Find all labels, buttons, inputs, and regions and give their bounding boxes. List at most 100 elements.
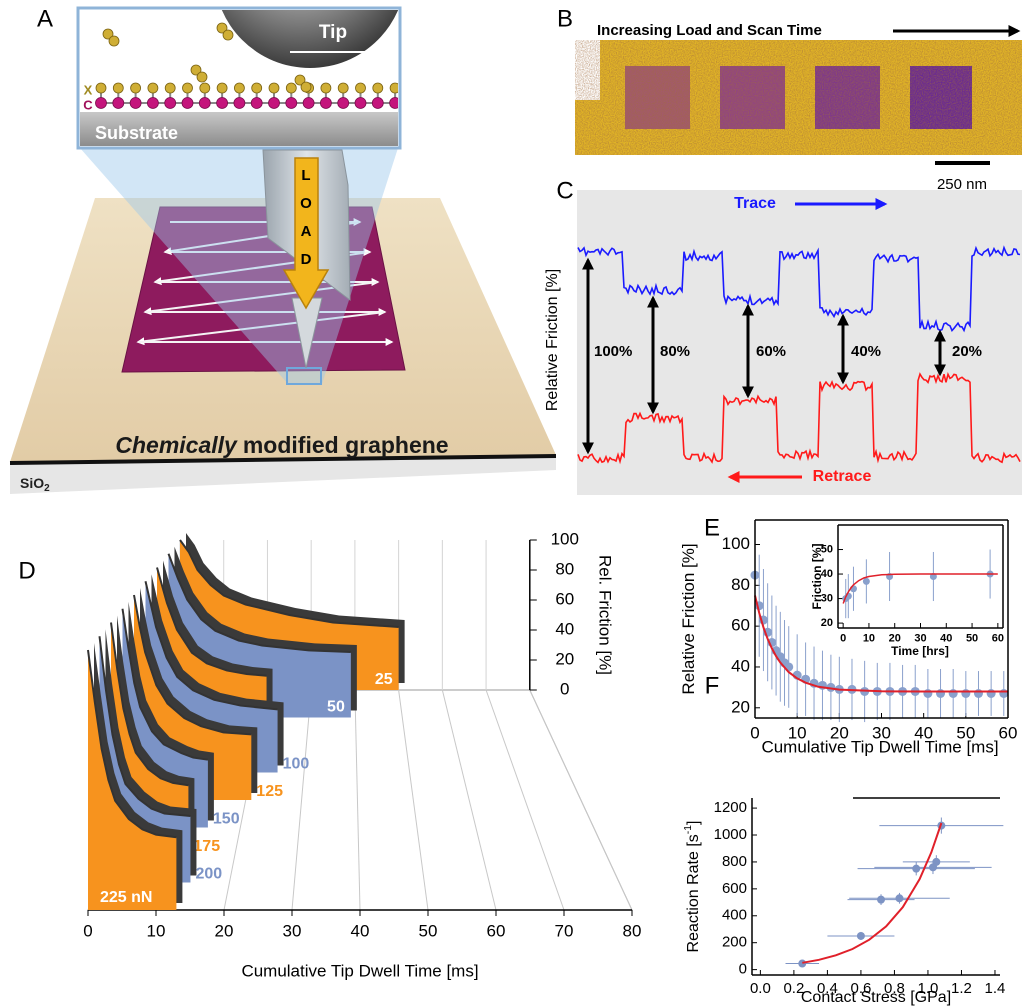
data-point — [912, 864, 921, 873]
difference-arrows — [582, 257, 946, 455]
y-tick-label: 40 — [731, 656, 750, 675]
data-point — [936, 689, 946, 699]
series-label: 225 nN — [100, 889, 152, 906]
panel-label: E — [704, 514, 720, 541]
x-atom — [182, 82, 193, 94]
x-tick-label: 1.4 — [985, 980, 1006, 997]
x-tick-label: 30 — [872, 724, 891, 743]
z-tick-label: 0 — [560, 679, 569, 698]
caption-rest: modified graphene — [243, 432, 449, 458]
y-tick-label: 400 — [722, 907, 747, 924]
difference-label: 20% — [952, 343, 982, 360]
data-point — [973, 689, 983, 699]
ribbon-top — [156, 567, 267, 677]
z-tick-label: 100 — [551, 529, 579, 548]
carbon-atom — [129, 97, 142, 109]
y-tick-label: 1200 — [714, 799, 747, 816]
floor-grid-line — [291, 689, 312, 911]
data-point — [923, 689, 933, 699]
floor-grid-line — [529, 689, 633, 911]
carbon-atom — [285, 97, 298, 109]
x-axis-label: Cumulative Tip Dwell Time [ms] — [241, 961, 478, 980]
x-tick-label: 30 — [283, 921, 302, 940]
friction-trace — [577, 371, 1021, 465]
series-label: 200 — [195, 866, 222, 883]
x-tick-label: 20 — [830, 724, 849, 743]
x-tick-label: 80 — [623, 921, 642, 940]
fit-line — [754, 595, 1008, 693]
x-atom — [199, 82, 211, 94]
carbon-atom — [319, 97, 332, 109]
floor-grid-line — [441, 689, 497, 911]
carbon-atom — [146, 97, 159, 109]
x-atom — [355, 82, 366, 94]
x-tick-label: 50 — [966, 632, 978, 644]
x-atom — [251, 82, 263, 94]
x-tick-label: 0 — [83, 921, 92, 940]
y-tick-label: 20 — [821, 617, 833, 629]
ribbon-top — [167, 553, 351, 653]
load-letter: D — [301, 251, 312, 268]
ribbon-fill — [88, 650, 177, 910]
series-label: 50 — [327, 699, 345, 716]
x-atom — [268, 82, 280, 94]
carbon-atom — [198, 97, 211, 109]
x-tick-label: 40 — [914, 724, 933, 743]
y-tick-label: 1000 — [714, 826, 747, 843]
c-atom-label: C — [83, 97, 93, 112]
data-point — [961, 689, 971, 699]
data-point — [856, 931, 865, 940]
data-point — [999, 689, 1009, 699]
y-tick-label: 800 — [722, 853, 747, 870]
free-atom — [216, 22, 228, 34]
carbon-atom — [216, 97, 229, 109]
panel-label: A — [37, 5, 53, 32]
x-atom-label: X — [84, 82, 93, 97]
x-atom — [95, 82, 107, 94]
x-tick-label: 60 — [992, 632, 1004, 644]
tip-sphere — [221, 10, 398, 68]
x-tick-label: 0.0 — [750, 980, 771, 997]
x-tick-label: 20 — [889, 632, 901, 644]
y-tick-label: 0 — [739, 961, 747, 978]
x-axis-label: Time [hrs] — [891, 644, 949, 658]
x-tick-label: 40 — [351, 921, 370, 940]
y-axis-label: Reaction Rate [s-1] — [683, 821, 702, 953]
carbon-atom — [371, 97, 384, 109]
x-tick-label: 0 — [750, 724, 759, 743]
data-point — [932, 857, 941, 866]
carbon-atom — [164, 97, 177, 109]
x-tick-label: 60 — [999, 724, 1018, 743]
load-arrow — [282, 157, 330, 310]
floor-grid-line — [354, 689, 361, 911]
panel-b: Increasing Load and Scan Time 250 nm — [575, 22, 1022, 193]
x-tick-label: 0.2 — [783, 980, 804, 997]
y-label-end: ] — [685, 821, 702, 825]
ribbon-top — [110, 622, 189, 787]
x-tick-label: 50 — [419, 921, 438, 940]
z-tick-label: 40 — [555, 619, 574, 638]
x-atom — [320, 82, 332, 94]
difference-label: 100% — [594, 343, 632, 360]
floor-grid-line — [398, 689, 429, 911]
x-atom — [112, 82, 124, 94]
panel-label: D — [18, 557, 35, 584]
x-tick-label: 1.2 — [951, 980, 972, 997]
ribbon-top — [144, 581, 278, 711]
tip-label: Tip — [319, 22, 347, 43]
y-tick-label: 30 — [821, 592, 833, 604]
x-tick-label: 1.0 — [918, 980, 939, 997]
arrow-label: Increasing Load and Scan Time — [597, 22, 822, 39]
y-tick-label: 200 — [722, 934, 747, 951]
series-label: 150 — [213, 811, 240, 828]
ribbon-top — [179, 539, 399, 628]
panel-label: F — [705, 672, 720, 699]
z-tick-label: 20 — [555, 649, 574, 668]
free-atom — [222, 29, 234, 41]
floor-grid-line — [485, 689, 565, 911]
panel-label: C — [556, 177, 573, 204]
c-ylabel: Relative Friction [%] — [544, 269, 561, 411]
panel-label: B — [557, 5, 573, 32]
retrace-label: Retrace — [813, 468, 872, 485]
free-atom — [102, 28, 114, 40]
